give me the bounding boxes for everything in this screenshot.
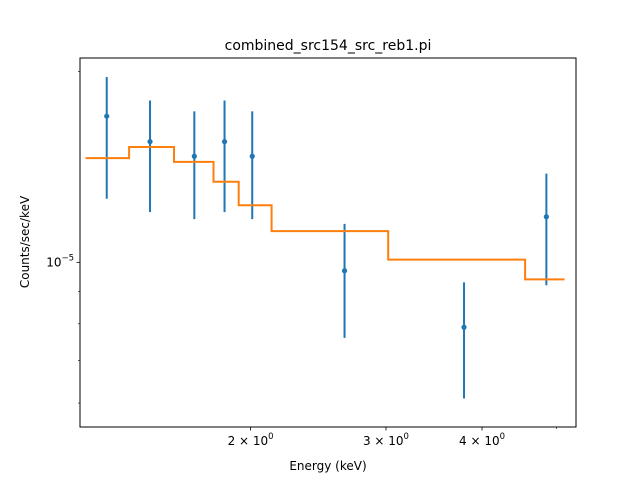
data-point-3 (191, 153, 197, 159)
data-point-7 (461, 324, 467, 330)
x-axis-label: Energy (keV) (289, 459, 366, 473)
x-tick-label: 4 × 100 (459, 432, 505, 448)
data-point-2 (147, 139, 153, 145)
y-axis-label: Counts/sec/keV (18, 195, 32, 288)
data-point-1 (104, 113, 110, 119)
plot-area (85, 77, 565, 399)
data-point-8 (543, 214, 549, 220)
data-point-4 (221, 139, 228, 145)
data-point-5 (249, 153, 255, 159)
x-tick-label: 2 × 100 (228, 432, 274, 448)
x-tick-label: 3 × 100 (363, 432, 409, 448)
model-step-line (85, 146, 565, 281)
chart-title: combined_src154_src_reb1.pi (225, 38, 432, 54)
data-point-6 (341, 268, 348, 274)
axes-frame (79, 57, 577, 428)
axis-ticks: 2 × 100 3 × 100 4 × 100 10−5 (46, 71, 557, 448)
y-tick-label: 10−5 (46, 253, 74, 269)
